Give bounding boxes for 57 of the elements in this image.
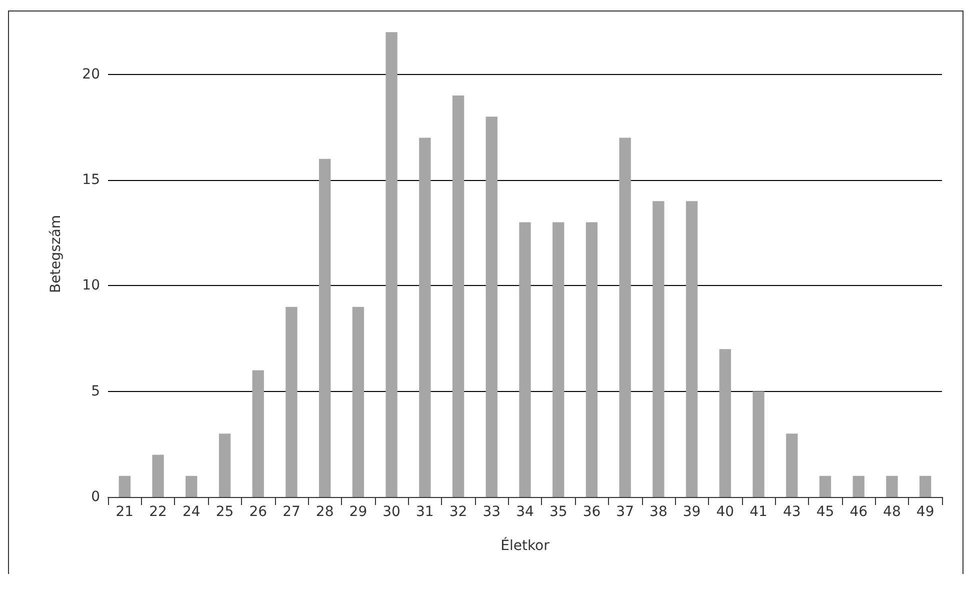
x-tick-label: 28 [316, 504, 334, 520]
x-tick-label: 21 [116, 504, 134, 520]
y-axis-title: Betegszám [48, 214, 64, 294]
x-tick-label: 24 [182, 504, 200, 520]
bar [852, 476, 864, 497]
bar [819, 476, 832, 497]
x-tick-label: 46 [850, 504, 868, 520]
bar [152, 454, 164, 497]
x-tick-label: 25 [216, 504, 234, 520]
x-axis-title: Életkor [500, 537, 550, 554]
x-tick-label: 35 [549, 504, 568, 520]
y-tick-label: 10 [82, 278, 100, 294]
x-tick-label: 48 [883, 504, 901, 520]
bar [252, 370, 264, 497]
bar [286, 306, 298, 497]
bar [519, 222, 531, 497]
bar [686, 201, 698, 497]
x-tick-label: 38 [650, 504, 668, 520]
bar [552, 222, 564, 497]
x-tick-label: 27 [282, 504, 300, 520]
bar [586, 222, 598, 497]
bar [652, 201, 664, 497]
x-tick-label: 31 [416, 504, 434, 520]
y-tick-label: 0 [91, 489, 100, 505]
x-tick-label: 41 [750, 504, 768, 520]
bar [218, 434, 231, 497]
x-tick-label: 49 [916, 504, 934, 520]
bar [919, 476, 932, 497]
bar [786, 434, 798, 497]
bar [486, 116, 498, 497]
x-tick-label: 26 [249, 504, 268, 520]
x-tick-label: 30 [382, 504, 400, 520]
y-tick-label: 20 [82, 66, 100, 82]
x-tick-label: 39 [682, 504, 701, 520]
bar [419, 138, 431, 497]
x-tick-label: 34 [516, 504, 534, 520]
bar [886, 476, 898, 497]
y-tick-label: 15 [82, 172, 100, 188]
bar [352, 306, 364, 497]
x-tick-label: 45 [816, 504, 834, 520]
x-tick-label: 29 [349, 504, 368, 520]
bar [319, 158, 331, 497]
x-tick-label: 37 [616, 504, 634, 520]
x-tick-label: 22 [149, 504, 167, 520]
bar [452, 96, 464, 497]
bar [386, 32, 398, 497]
x-tick-label: 36 [582, 504, 601, 520]
bar [186, 476, 198, 497]
bar [118, 476, 131, 497]
y-tick-label: 5 [91, 383, 100, 400]
x-tick-label: 33 [482, 504, 501, 520]
x-tick-label: 43 [782, 504, 801, 520]
x-tick-label: 32 [449, 504, 468, 520]
x-tick-label: 40 [716, 504, 734, 520]
bar [719, 349, 731, 497]
bar [619, 138, 631, 497]
bar [752, 391, 764, 497]
